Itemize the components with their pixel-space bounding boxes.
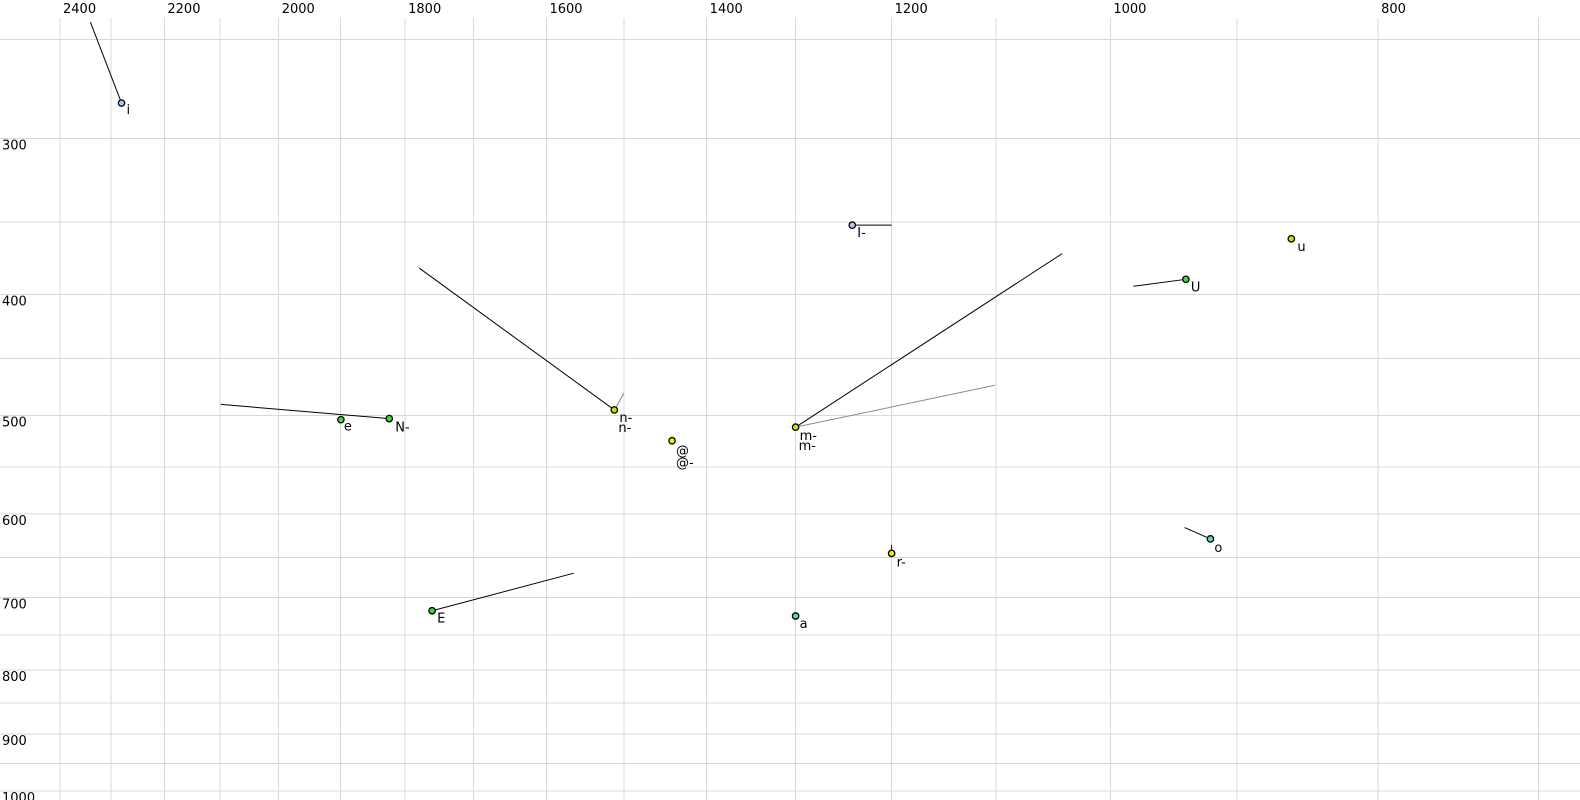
formant-vector [89, 21, 123, 104]
data-point-o[interactable] [1206, 535, 1215, 543]
x-axis-tick-label: 1000 [1113, 2, 1146, 17]
point-label: r- [897, 555, 907, 570]
x-axis-tick-label: 1600 [549, 2, 582, 17]
point-label: N- [395, 421, 410, 436]
data-point-m-[interactable] [791, 423, 800, 432]
x-axis-tick-label: 800 [1381, 2, 1406, 17]
y-axis-tick-label: 400 [2, 294, 27, 309]
data-point-I-[interactable] [848, 221, 857, 229]
data-point-n-[interactable] [610, 406, 619, 414]
y-axis-tick-labels: 300 400 500 600 700 800 900 1000 [2, 139, 35, 800]
y-axis-tick-label: 900 [2, 734, 27, 749]
data-point-E[interactable] [428, 606, 436, 615]
point-label: I- [857, 226, 866, 241]
data-point-e[interactable] [337, 415, 345, 424]
x-axis-tick-labels: 2400 2200 2000 1800 1600 1400 1200 1000 800 [63, 2, 1406, 17]
y-axis-tick-label: 700 [2, 598, 27, 613]
point-label: i [127, 103, 131, 118]
y-axis-tick-label: 800 [2, 670, 27, 685]
y-axis-tick-label: 500 [2, 415, 27, 430]
point-label: m- [799, 439, 817, 454]
formant-vector [431, 572, 574, 612]
point-label: u [1297, 240, 1305, 255]
y-axis-tick-label: 1000 [2, 791, 35, 800]
x-axis-tick-label: 2000 [282, 2, 315, 17]
x-axis-tick-label: 2200 [167, 2, 200, 17]
x-axis-tick-label: 1400 [710, 2, 743, 17]
data-point-r-[interactable] [887, 549, 896, 558]
point-label: U [1191, 280, 1201, 295]
point-label: e [344, 420, 352, 435]
formant-vector-gray [795, 384, 996, 428]
y-axis-tick-label: 300 [2, 139, 27, 154]
formant-vector [1184, 527, 1211, 540]
formant-vector [418, 267, 615, 411]
point-label: n- [618, 421, 631, 436]
formant-vector [1133, 278, 1186, 287]
formant-vector [220, 403, 390, 420]
point-label-gray: m- [800, 429, 818, 444]
point-label: E [437, 612, 445, 627]
point-label-gray: n- [619, 411, 632, 426]
point-label: a [800, 617, 808, 632]
x-axis-tick-label: 1200 [895, 2, 928, 17]
data-point-@[interactable] [668, 436, 676, 445]
point-label: @ [676, 444, 689, 459]
data-point-U[interactable] [1182, 275, 1190, 284]
data-point-N-[interactable] [385, 414, 394, 423]
point-label: o [1214, 541, 1222, 556]
data-point-u[interactable] [1287, 234, 1296, 243]
data-point-i[interactable] [117, 99, 126, 107]
point-label: @- [676, 456, 694, 471]
point-labels: i I-u Ue N-n-n- @@- m-m- Er-a o [127, 103, 1306, 632]
grid-lines [0, 18, 1580, 800]
x-axis-tick-label: 2400 [63, 2, 96, 17]
data-points [117, 99, 1296, 620]
x-axis-tick-label: 1800 [408, 2, 441, 17]
formant-vector [795, 253, 1063, 428]
data-point-a[interactable] [791, 612, 800, 620]
y-axis-tick-label: 600 [2, 514, 27, 529]
formant-vectors [89, 21, 1211, 612]
